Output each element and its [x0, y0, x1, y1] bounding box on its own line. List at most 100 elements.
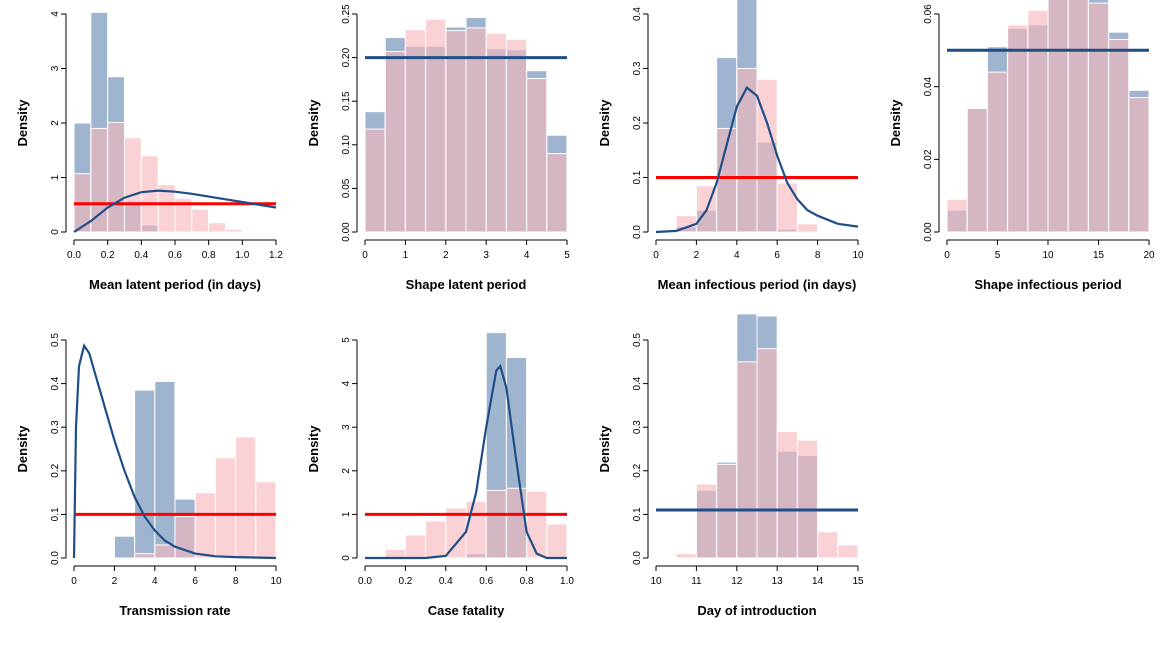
y-tick-label: 0.4 [632, 376, 643, 390]
histogram-bar [404, 534, 427, 559]
x-tick-label: 0.2 [398, 576, 412, 587]
y-tick-label: 0.04 [923, 76, 934, 96]
x-tick-label: 8 [233, 576, 239, 587]
x-tick-label: 15 [852, 576, 864, 587]
x-tick-label: 0 [71, 576, 77, 587]
histogram-bar [465, 500, 487, 559]
x-axis-title: Transmission rate [119, 603, 230, 618]
x-tick-label: 2 [443, 250, 449, 261]
histogram-bar [736, 361, 758, 559]
histogram-series [946, 0, 1150, 233]
chart-svg: 0 1 2 3 4 5 0.0 0.2 0.4 0.6 0.8 1.0 Case fatality Den… [306, 332, 574, 618]
y-tick-label: 0.25 [341, 4, 352, 24]
histogram-bar [485, 32, 507, 233]
histogram-bar [796, 439, 819, 559]
histogram-bar [1027, 9, 1049, 233]
y-tick-label: 0.06 [923, 4, 934, 24]
chart-svg: 0.00 0.02 0.04 0.06 0 5 10 15 20 Shape infectious… [888, 0, 1155, 292]
x-tick-label: 0 [653, 250, 659, 261]
histogram-bar [134, 553, 156, 559]
x-tick-label: 0.0 [358, 576, 372, 587]
y-tick-label: 0.3 [632, 61, 643, 75]
histogram-bar [364, 128, 386, 233]
chart-svg: 0.0 0.1 0.2 0.3 0.4 0.5 10 11 12 13 14 15 Day of int… [597, 313, 864, 618]
x-tick-label: 11 [691, 576, 702, 587]
x-tick-label: 8 [815, 250, 821, 261]
histogram-bar [1128, 97, 1150, 233]
x-axis-title: Day of introduction [697, 603, 816, 618]
y-tick-label: 0.4 [632, 7, 643, 21]
histogram-series [675, 348, 859, 559]
y-axis-title: Density [597, 425, 612, 473]
x-axis-title: Mean infectious period (in days) [658, 277, 857, 292]
chart-svg: 0 1 2 3 4 0.0 0.2 0.4 0.6 0.8 1.0 1.2 Mean latent pe… [15, 11, 283, 292]
histogram-series [384, 487, 568, 559]
y-tick-label: 0.00 [341, 222, 352, 242]
histogram-bar [384, 50, 406, 233]
x-axis-title: Shape latent period [406, 277, 527, 292]
x-tick-label: 10 [852, 250, 864, 261]
x-tick-label: 1.0 [235, 250, 249, 261]
histogram-bar [546, 153, 568, 233]
histogram-series [73, 121, 260, 233]
y-tick-label: 0.1 [632, 507, 643, 521]
y-tick-label: 0.2 [50, 463, 61, 477]
histogram-bar [776, 431, 798, 559]
x-tick-label: 0.6 [168, 250, 182, 261]
y-tick-label: 0.00 [923, 222, 934, 242]
y-axis-title: Density [306, 425, 321, 473]
histogram-bar [214, 457, 237, 559]
y-tick-label: 1 [50, 174, 61, 180]
histogram-bar [255, 481, 277, 559]
histogram-bar [485, 489, 507, 559]
y-tick-label: 0.2 [632, 116, 643, 130]
histogram-bar [1007, 24, 1029, 233]
y-tick-label: 0.20 [341, 47, 352, 67]
histogram-bar [796, 223, 819, 233]
y-tick-label: 3 [341, 424, 352, 430]
x-tick-label: 1.0 [560, 576, 574, 587]
x-tick-label: 1.2 [269, 250, 283, 261]
histogram-bar [837, 544, 859, 559]
histogram-bar [986, 71, 1009, 233]
x-tick-label: 2 [112, 576, 118, 587]
histogram-bar [817, 531, 839, 559]
y-tick-label: 0.02 [923, 149, 934, 169]
x-tick-label: 0 [944, 250, 950, 261]
histogram-bar [776, 182, 798, 233]
x-tick-label: 0.4 [439, 576, 453, 587]
y-tick-label: 0.1 [632, 170, 643, 184]
y-tick-label: 0.05 [341, 178, 352, 198]
panel-day-of-introduction: 0.0 0.1 0.2 0.3 0.4 0.5 10 11 12 13 14 15 Day of int… [582, 313, 873, 652]
y-tick-label: 0.4 [50, 376, 61, 390]
y-tick-label: 3 [50, 65, 61, 71]
x-tick-label: 1 [403, 250, 409, 261]
histogram-bar [107, 121, 125, 233]
histogram-bar [225, 228, 243, 233]
histogram-bar [113, 535, 136, 559]
panel-mean-latent-period: 0 1 2 3 4 0.0 0.2 0.4 0.6 0.8 1.0 1.2 Mean latent pe… [0, 0, 291, 326]
y-tick-label: 0.10 [341, 135, 352, 155]
histogram-bar [154, 544, 176, 559]
y-tick-label: 4 [50, 11, 61, 17]
y-tick-label: 0 [50, 229, 61, 235]
x-tick-label: 10 [650, 576, 662, 587]
y-tick-label: 0.15 [341, 91, 352, 111]
y-tick-label: 2 [341, 468, 352, 474]
x-tick-label: 10 [1042, 250, 1054, 261]
chart-svg: 0.0 0.1 0.2 0.3 0.4 0 2 4 6 8 10 Mean infectious pe… [597, 0, 864, 292]
x-tick-label: 0.8 [202, 250, 216, 261]
y-tick-label: 0 [341, 555, 352, 561]
x-tick-label: 20 [1143, 250, 1155, 261]
histogram-bar [526, 490, 548, 559]
density-curve [365, 364, 567, 560]
x-tick-label: 15 [1093, 250, 1105, 261]
x-axis-title: Case fatality [428, 603, 505, 618]
histogram-bar [191, 208, 210, 233]
x-tick-label: 6 [192, 576, 198, 587]
x-axis-title: Shape infectious period [974, 277, 1121, 292]
histogram-series [364, 18, 568, 233]
x-tick-label: 5 [564, 250, 570, 261]
y-tick-label: 1 [341, 511, 352, 517]
